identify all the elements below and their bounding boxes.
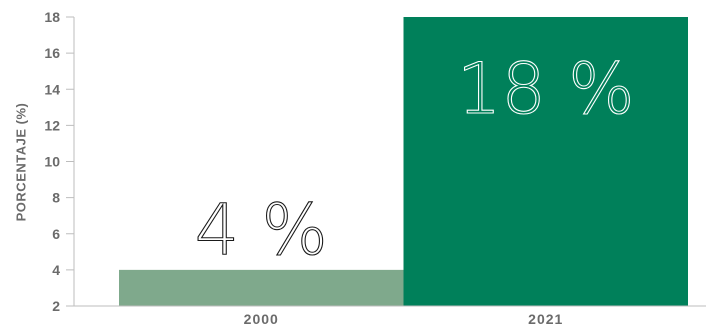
bars-group: [119, 17, 688, 306]
y-tick-label: 4: [52, 262, 60, 278]
y-tick-label: 8: [52, 190, 60, 206]
data-label-2000: 4 %: [195, 189, 328, 271]
y-tick-label: 18: [44, 9, 60, 25]
data-label-2021: 18 %: [457, 48, 635, 130]
bar-2021: [403, 17, 688, 306]
x-tick-label: 2000: [244, 311, 279, 327]
y-tick-label: 10: [44, 154, 60, 170]
x-axis-labels: 2000 2021: [244, 311, 563, 327]
x-tick-label: 2021: [528, 311, 563, 327]
y-axis: 2 4 6 8 10 12 14 16 18: [44, 9, 74, 314]
y-tick-label: 14: [44, 81, 60, 97]
bar-2000: [119, 269, 404, 306]
y-tick-label: 2: [52, 298, 60, 314]
y-tick-label: 16: [44, 45, 60, 61]
y-tick-label: 6: [52, 226, 60, 242]
y-axis-title: PORCENTAJE (%): [13, 103, 28, 222]
data-labels-group: 4 % 18 %: [194, 47, 635, 271]
y-tick-label: 12: [44, 117, 60, 133]
